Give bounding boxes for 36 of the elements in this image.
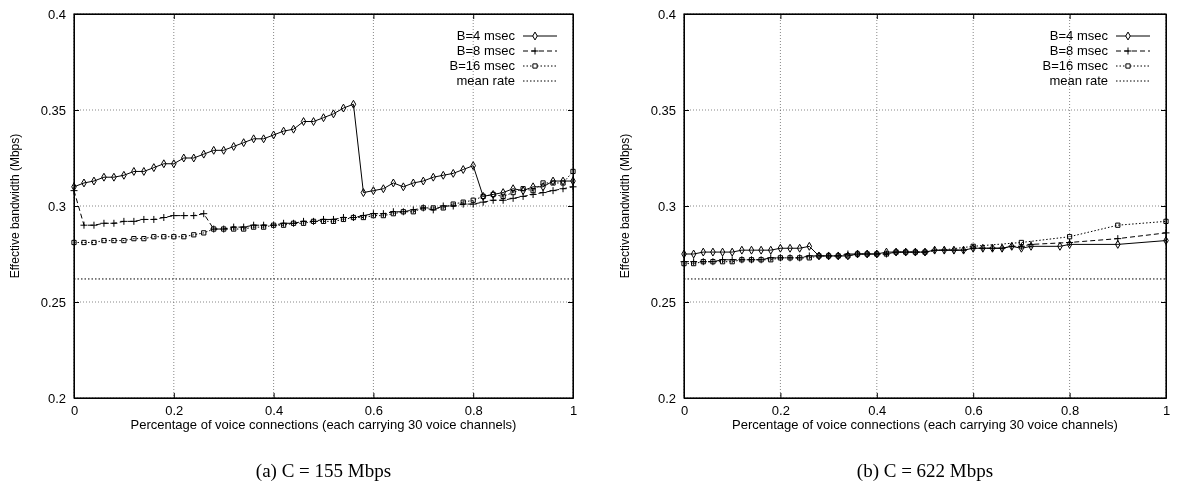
legend-label: B=8 msec <box>456 43 516 58</box>
legend-label: B=16 msec <box>1042 58 1109 73</box>
legend-label: mean rate <box>456 73 515 88</box>
x-tick-label: 0.6 <box>364 403 383 419</box>
x-tick-label: 0.4 <box>868 403 887 419</box>
y-tick-label: 0.2 <box>657 390 676 406</box>
y-tick-label: 0.4 <box>47 6 66 22</box>
legend-label: B=8 msec <box>1049 43 1109 58</box>
x-tick-label: 0.6 <box>964 403 983 419</box>
x-tick-label: 0.2 <box>165 403 184 419</box>
legend-label: B=16 msec <box>449 58 516 73</box>
text: (a) C = 155 Mbps <box>255 460 392 482</box>
x-tick-label: 0 <box>70 403 79 419</box>
x-tick-label: 0 <box>680 403 689 419</box>
y-axis-title: Effective bandwidth (Mbps) <box>618 133 632 279</box>
x-tick-label: 0.8 <box>464 403 483 419</box>
y-tick-label: 0.4 <box>657 6 676 22</box>
y-tick-label: 0.35 <box>40 102 66 118</box>
y-tick-label: 0.25 <box>40 294 66 310</box>
legend-label: B=4 msec <box>1049 28 1109 43</box>
x-tick-label: 1 <box>1162 403 1171 419</box>
x-axis-title: Percentage of voice connections (each carrying 30 voice channels) <box>130 417 517 432</box>
x-tick-label: 0.2 <box>771 403 790 419</box>
x-axis-title: Percentage of voice connections (each carrying 30 voice channels) <box>732 417 1118 432</box>
y-axis-title: Effective bandwidth (Mbps) <box>8 133 22 279</box>
y-tick-label: 0.3 <box>657 198 676 214</box>
legend-label: mean rate <box>1049 73 1108 88</box>
x-tick-label: 1 <box>569 403 578 419</box>
text: (b) C = 622 Mbps <box>856 460 994 482</box>
y-tick-label: 0.2 <box>47 390 66 406</box>
y-tick-label: 0.25 <box>650 294 676 310</box>
y-tick-label: 0.3 <box>47 198 66 214</box>
x-tick-label: 0.8 <box>1061 403 1080 419</box>
legend-label: B=4 msec <box>456 28 516 43</box>
y-tick-label: 0.35 <box>650 102 676 118</box>
x-tick-label: 0.4 <box>265 403 284 419</box>
